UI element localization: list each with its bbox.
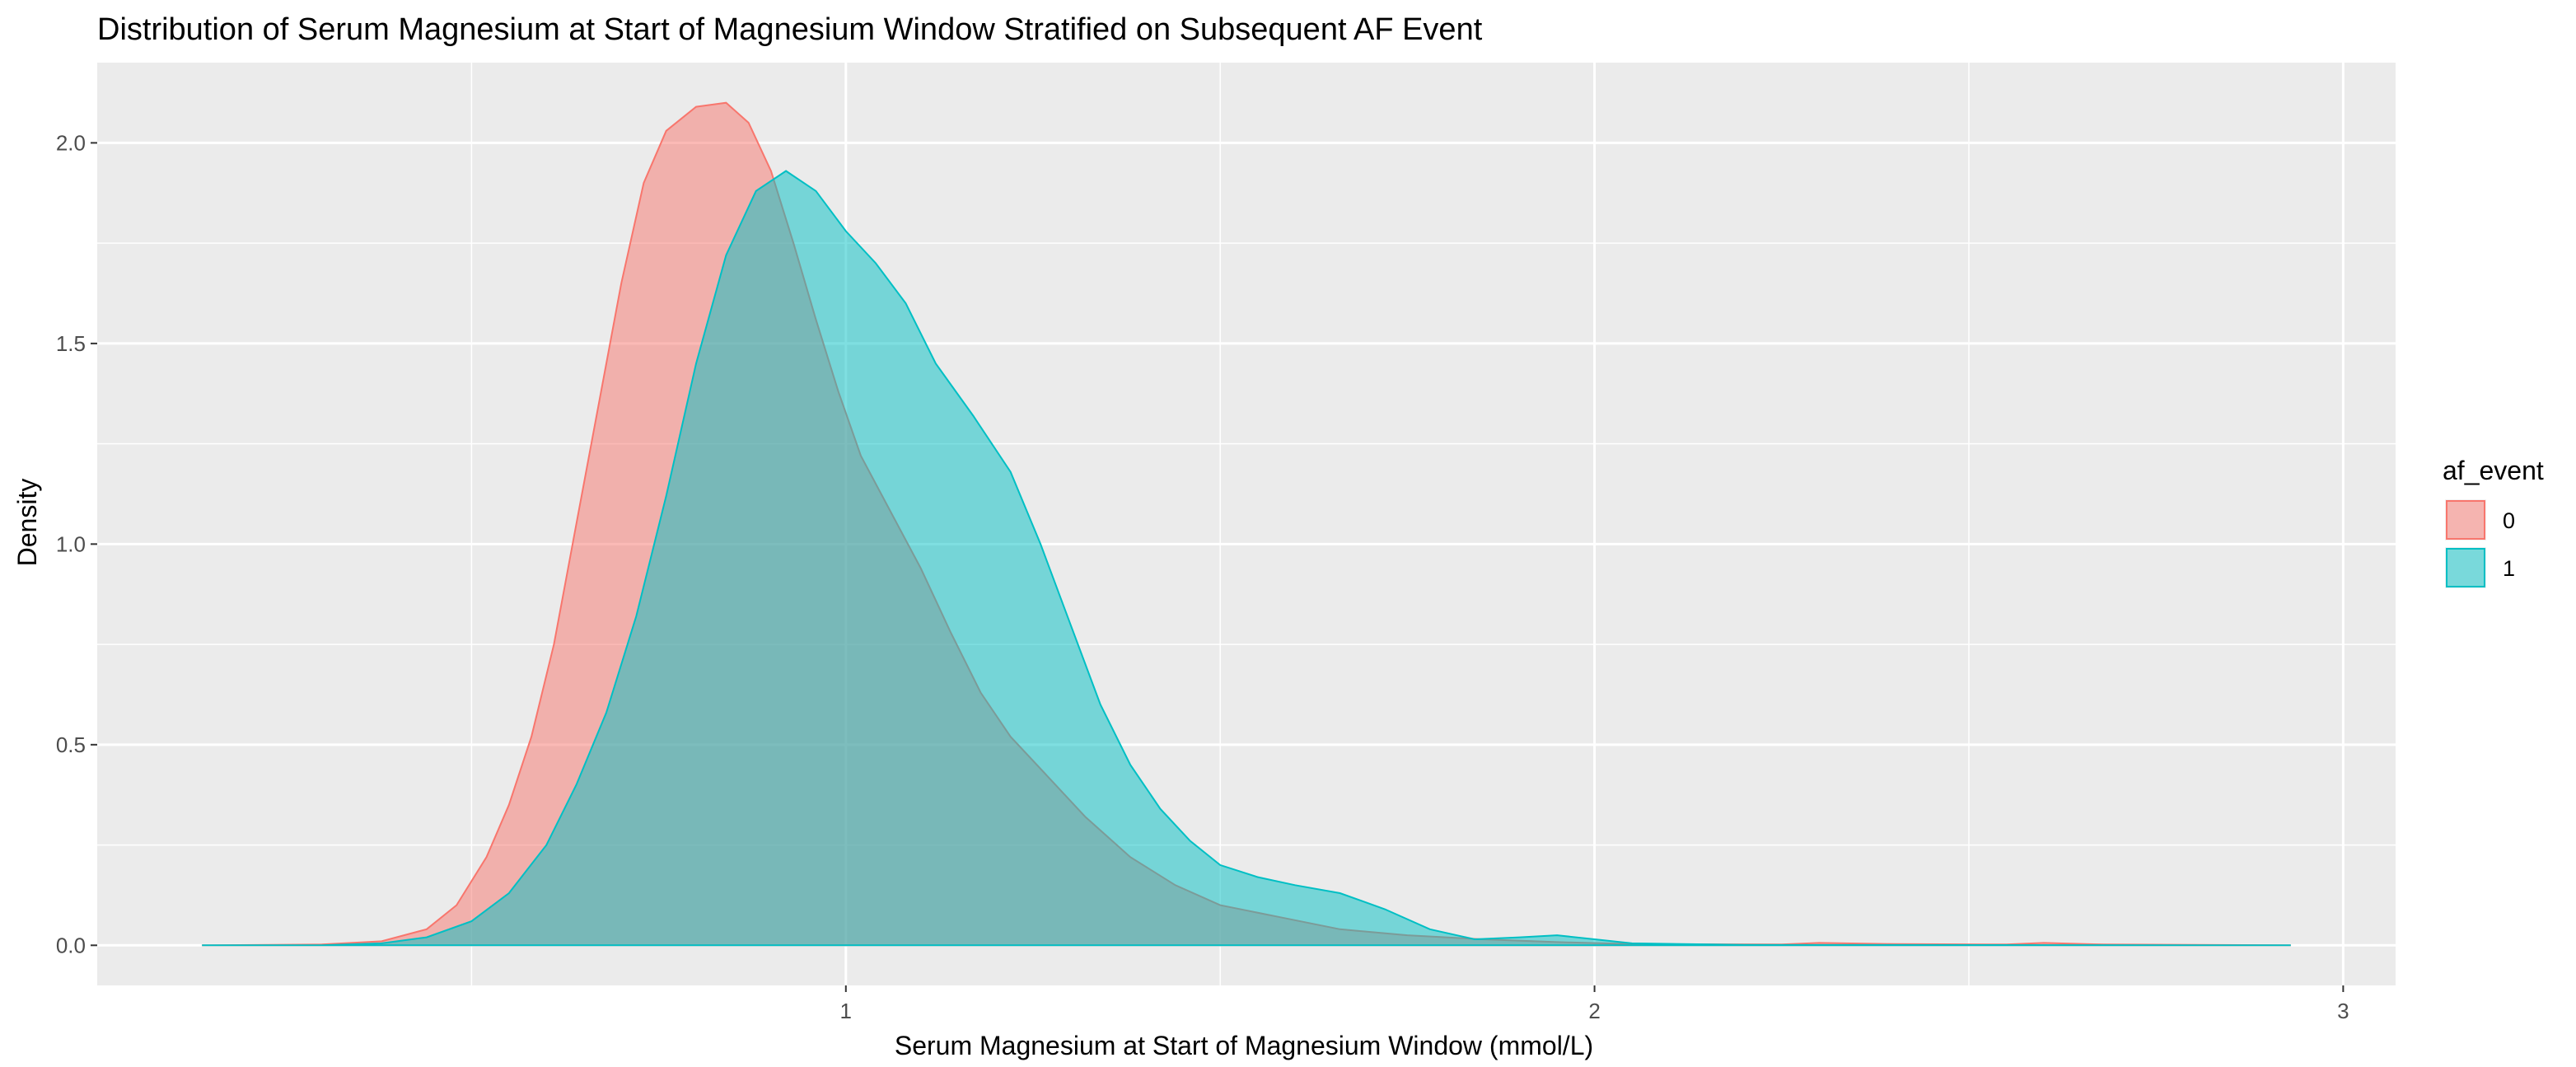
y-axis: 0.0 0.5 1.0 1.5 2.0	[56, 130, 97, 957]
x-axis-title: Serum Magnesium at Start of Magnesium Wi…	[895, 1031, 1593, 1060]
y-tick-label: 1.5	[56, 331, 86, 356]
y-tick-label: 2.0	[56, 130, 86, 155]
x-tick-label: 1	[840, 999, 852, 1023]
minor-gridlines	[97, 63, 2396, 985]
legend-label-series-1: 1	[2503, 556, 2515, 581]
x-tick-label: 2	[1588, 999, 1600, 1023]
x-tick-label: 3	[2337, 999, 2349, 1023]
plot-panel	[97, 63, 2396, 985]
y-axis-title: Density	[12, 479, 42, 567]
density-area-series-1	[202, 170, 2291, 947]
density-areas	[202, 101, 2291, 947]
legend-key-series-1	[2446, 548, 2485, 587]
legend: af_event 0 1	[2443, 456, 2544, 588]
y-tick-label: 0.5	[56, 732, 86, 757]
y-tick-label: 1.0	[56, 531, 86, 556]
legend-title: af_event	[2443, 456, 2544, 485]
chart-title: Distribution of Serum Magnesium at Start…	[97, 12, 1483, 47]
legend-label-series-0: 0	[2503, 508, 2515, 533]
x-axis: 1 2 3	[840, 985, 2349, 1023]
y-tick-label: 0.0	[56, 933, 86, 957]
legend-key-series-0	[2446, 500, 2485, 540]
